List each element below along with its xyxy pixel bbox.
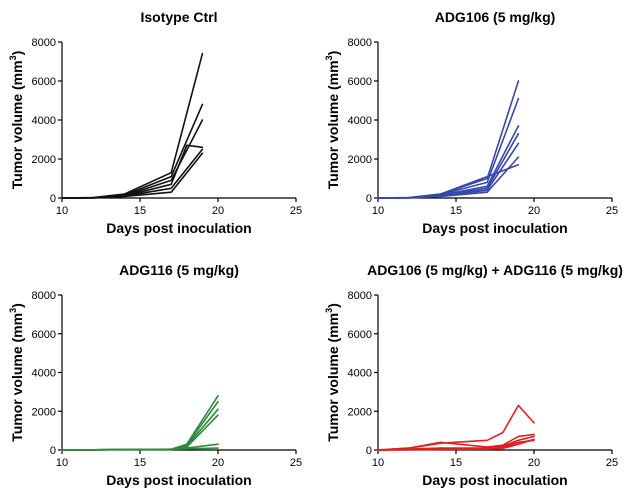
- y-tick-label: 8000: [348, 290, 372, 302]
- y-tick-label: 4000: [348, 368, 372, 380]
- y-tick-label: 6000: [32, 329, 56, 341]
- x-tick-label: 10: [56, 205, 68, 217]
- y-tick-label: 2000: [348, 154, 372, 166]
- x-tick-label: 10: [372, 457, 384, 469]
- y-tick-label: 0: [366, 193, 372, 205]
- y-tick-label: 6000: [348, 76, 372, 88]
- x-tick-label: 25: [290, 457, 302, 469]
- series-line-6: [61, 447, 219, 451]
- panel-1: Isotype Ctrl 0 2000 4000 6000 8000 10 15 20 25 Day…: [8, 9, 302, 236]
- x-tick-label: 15: [134, 205, 146, 217]
- y-tick-label: 0: [366, 445, 372, 457]
- y-tick-label: 0: [50, 193, 56, 205]
- x-axis-label: Days post inoculation: [106, 220, 251, 236]
- panel-4: ADG106 (5 mg/kg) + ADG116 (5 mg/kg) 0 2000…: [324, 262, 623, 488]
- x-tick-label: 10: [56, 457, 68, 469]
- x-axis-label: Days post inoculation: [422, 220, 567, 236]
- y-tick-label: 6000: [32, 76, 56, 88]
- y-tick-label: 2000: [32, 154, 56, 166]
- y-tick-label: 2000: [32, 406, 56, 418]
- y-tick-label: 4000: [32, 368, 56, 380]
- x-tick-label: 15: [450, 457, 462, 469]
- x-tick-label: 20: [528, 457, 540, 469]
- x-tick-label: 15: [450, 205, 462, 217]
- series-line-2: [377, 433, 535, 451]
- x-tick-label: 20: [528, 205, 540, 217]
- series-line-1: [61, 394, 219, 451]
- chart-title: ADG106 (5 mg/kg): [435, 9, 556, 25]
- y-tick-label: 4000: [32, 115, 56, 127]
- y-axis-label: Tumor volume (mm3): [8, 51, 25, 190]
- y-tick-label: 4000: [348, 115, 372, 127]
- x-axis-label: Days post inoculation: [106, 472, 251, 488]
- y-tick-label: 8000: [32, 290, 56, 302]
- x-axis-label: Days post inoculation: [422, 472, 567, 488]
- x-tick-label: 10: [372, 205, 384, 217]
- y-axis-label: Tumor volume (mm3): [324, 51, 341, 190]
- series-line-3: [377, 125, 520, 199]
- chart-title: ADG106 (5 mg/kg) + ADG116 (5 mg/kg): [367, 262, 623, 278]
- panel-2: ADG106 (5 mg/kg) 0 2000 4000 6000 8000 10 15 20 2…: [324, 9, 618, 236]
- y-axis-label: Tumor volume (mm3): [8, 303, 25, 442]
- y-tick-label: 8000: [32, 37, 56, 49]
- panel-3: ADG116 (5 mg/kg) 0 2000 4000 6000 8000 10 15 20 2…: [8, 262, 302, 488]
- series-line-3: [61, 408, 219, 451]
- x-tick-label: 15: [134, 457, 146, 469]
- chart-title: Isotype Ctrl: [140, 9, 217, 25]
- x-tick-label: 25: [290, 205, 302, 217]
- x-tick-label: 25: [606, 457, 618, 469]
- y-tick-label: 0: [50, 445, 56, 457]
- y-tick-label: 2000: [348, 406, 372, 418]
- x-tick-label: 20: [212, 205, 224, 217]
- series-line-2: [61, 103, 204, 199]
- series-line-2: [61, 400, 219, 451]
- y-tick-label: 8000: [348, 37, 372, 49]
- chart-title: ADG116 (5 mg/kg): [119, 262, 239, 278]
- y-tick-label: 6000: [348, 329, 372, 341]
- y-axis-label: Tumor volume (mm3): [324, 303, 341, 442]
- series-line-6: [61, 152, 204, 199]
- x-tick-label: 25: [606, 205, 618, 217]
- x-tick-label: 20: [212, 457, 224, 469]
- series-line-5: [377, 438, 535, 451]
- series-line-7: [377, 156, 520, 199]
